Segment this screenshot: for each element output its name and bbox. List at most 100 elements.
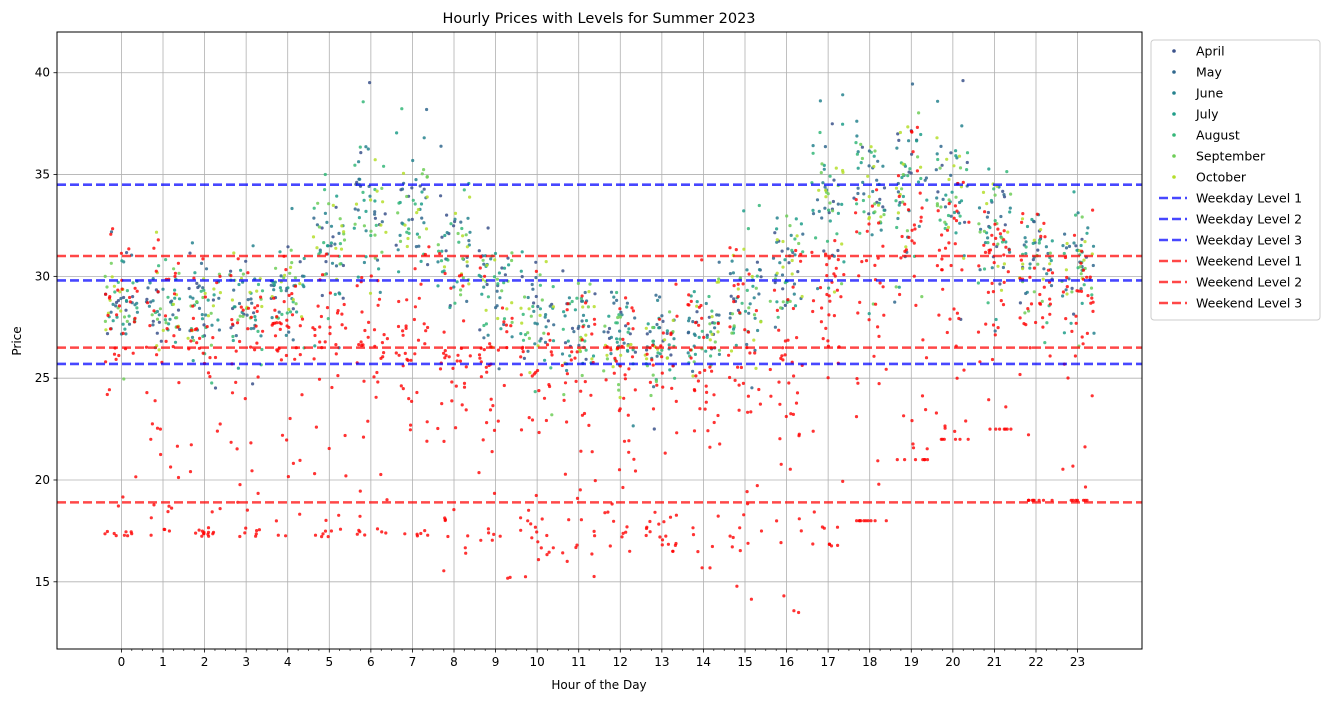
point-may (465, 264, 469, 268)
point-weekend (895, 458, 899, 462)
point-august (861, 198, 866, 203)
point-weekend (443, 518, 447, 522)
point-may (169, 300, 173, 304)
point-july (1072, 190, 1076, 194)
point-august (855, 202, 859, 206)
point-april (320, 293, 324, 298)
point-august (801, 250, 805, 254)
point-july (734, 343, 738, 347)
point-weekend (626, 413, 630, 417)
point-weekend (492, 428, 497, 432)
point-may (245, 313, 249, 317)
point-september (342, 238, 347, 242)
point-weekend (355, 284, 359, 288)
point-june (818, 99, 823, 103)
point-july (615, 337, 619, 341)
point-weekend (1081, 342, 1085, 346)
point-weekend (961, 180, 965, 184)
point-july (206, 298, 210, 302)
point-weekend (604, 378, 608, 382)
point-april (291, 307, 295, 311)
point-weekend (689, 299, 693, 303)
point-august (1045, 321, 1049, 325)
point-august (411, 198, 415, 202)
point-august (288, 310, 293, 314)
point-april (936, 190, 940, 194)
point-june (656, 298, 660, 302)
point-weekend (727, 353, 731, 357)
point-july (705, 335, 709, 339)
point-may (934, 168, 938, 172)
point-weekend (548, 384, 552, 389)
point-weekend (413, 267, 417, 271)
point-october (817, 188, 821, 192)
point-august (651, 339, 655, 343)
point-weekend (702, 335, 706, 339)
point-september (651, 373, 655, 377)
point-weekend (911, 446, 916, 450)
point-weekend (149, 533, 153, 537)
point-may (856, 191, 860, 196)
point-august (709, 354, 713, 358)
point-weekend (1079, 261, 1083, 265)
point-weekend (645, 525, 649, 529)
point-weekend (362, 379, 366, 383)
point-august (908, 167, 912, 171)
point-july (668, 368, 672, 372)
point-weekend (937, 248, 942, 252)
point-weekend (875, 188, 879, 192)
point-weekend (481, 438, 485, 442)
point-july (477, 273, 481, 277)
point-august (326, 317, 330, 321)
y-tick-label: 40 (35, 66, 50, 80)
point-weekend (644, 533, 648, 538)
point-april (661, 319, 665, 323)
point-weekend (254, 324, 258, 328)
point-september (977, 222, 981, 226)
point-may (615, 298, 619, 302)
point-june (270, 316, 274, 320)
point-june (1086, 226, 1090, 230)
point-weekend (857, 274, 861, 278)
point-weekend (673, 543, 678, 548)
point-may (127, 322, 132, 326)
point-august (986, 301, 990, 305)
point-may (1049, 284, 1054, 288)
point-may (715, 313, 719, 317)
point-weekend (590, 332, 594, 336)
point-weekend (255, 529, 259, 533)
point-may (622, 341, 626, 345)
point-weekend (235, 447, 239, 451)
point-september (274, 266, 278, 270)
point-weekend (114, 534, 118, 538)
point-june (1092, 331, 1096, 335)
point-weekend (716, 321, 720, 326)
point-october (729, 349, 734, 353)
point-august (862, 210, 866, 214)
point-weekend (966, 437, 970, 441)
point-october (795, 234, 799, 238)
point-weekend (728, 325, 732, 329)
point-weekend (788, 467, 792, 471)
point-june (302, 274, 306, 278)
point-weekend (230, 318, 234, 322)
point-weekend (732, 300, 736, 304)
point-may (823, 206, 827, 210)
point-weekend (811, 309, 815, 314)
point-weekend (206, 371, 211, 375)
point-july (173, 288, 177, 292)
point-september (195, 300, 199, 304)
point-september (420, 172, 424, 176)
point-weekend (794, 401, 799, 405)
point-september (510, 251, 514, 255)
point-weekend (758, 402, 763, 406)
point-weekend (280, 433, 285, 437)
point-june (466, 216, 470, 220)
point-july (584, 319, 589, 323)
point-september (779, 306, 783, 310)
point-october (716, 330, 720, 334)
point-september (405, 194, 409, 199)
point-weekend (1065, 275, 1069, 280)
point-october (710, 332, 714, 336)
